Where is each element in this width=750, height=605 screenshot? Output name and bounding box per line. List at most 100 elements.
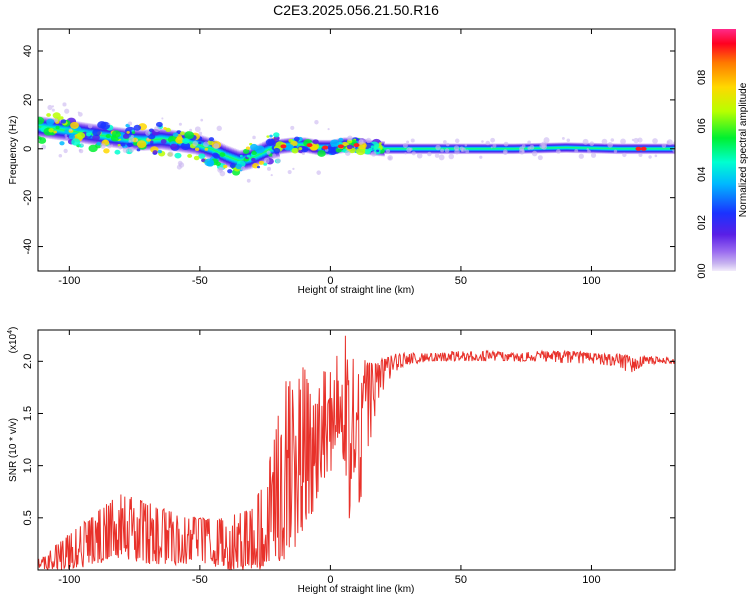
snr-x-tick-label: 0 (327, 574, 333, 586)
spectrogram-halo-point (252, 135, 256, 140)
spectrogram-blob (76, 132, 86, 139)
spectrogram-x-ticks: -100 -50 0 50 100 (58, 29, 601, 287)
spectrogram-band-cell (589, 142, 592, 154)
spectrogram-band-cell (633, 143, 636, 155)
spectrogram-band-cell (600, 142, 603, 154)
spectrogram-band-cell (227, 145, 230, 168)
spectrogram-band-cell (443, 143, 446, 155)
spectrogram-band-cell (160, 128, 163, 150)
spectrogram-halo-point (666, 139, 673, 146)
spectrogram-halo-point (503, 141, 509, 147)
spectrogram-blob (111, 130, 121, 138)
spectrogram-band-cell (157, 128, 160, 150)
spectrogram-band-cell (103, 125, 106, 147)
spectrogram-halo-point (543, 137, 550, 144)
spectrogram-blob (251, 157, 256, 162)
spectrogram-blob (180, 131, 185, 136)
spectrogram-band-cell (266, 139, 269, 162)
spectrogram-band-cell (261, 141, 265, 164)
spectrogram-band-cell (468, 143, 471, 155)
spectrogram-halo-point (217, 167, 224, 173)
spectrogram-blob (46, 118, 55, 126)
spectrogram-band-cell (493, 143, 496, 155)
spectrogram-halo-point (263, 157, 270, 164)
spectrogram-blob (227, 169, 233, 174)
spectrogram-halo-point (479, 155, 483, 159)
spectrogram-band-cell (218, 141, 221, 164)
spectrogram-band-cell (601, 143, 605, 154)
spectrogram-halo-point (410, 138, 415, 143)
spectrogram-band-cell (664, 143, 667, 155)
spectrogram-band-cell (207, 137, 210, 159)
colorbar-tick-label: 0.6 (696, 118, 708, 133)
spectrogram-blob (235, 163, 243, 170)
spectrogram-halo-point (314, 120, 319, 125)
spectrogram-halo-point (578, 153, 584, 159)
spectrogram-band-cell (257, 144, 260, 166)
spectrogram-band-cell (652, 143, 655, 155)
spectrogram-band-cell (127, 128, 130, 150)
spectrogram-halo-point (540, 141, 547, 148)
spectrogram-band-cell (495, 143, 498, 155)
spectrogram-band-cell (158, 128, 161, 150)
spectrogram-band-cell (594, 142, 597, 154)
spectrogram-blob (300, 146, 309, 153)
spectrogram-band-cell (449, 143, 453, 155)
spectrogram-blob (257, 165, 261, 169)
spectrogram-band-cell (138, 129, 141, 151)
spectrogram-band-cell (166, 129, 169, 151)
spectrogram-band-cell (424, 143, 428, 155)
spectrogram-halo-point (648, 155, 652, 159)
spectrogram-hot-spot (640, 146, 647, 151)
spectrogram-blob (86, 132, 92, 137)
spectrogram-halo-point (128, 146, 135, 153)
spectrogram-halo-point (192, 140, 198, 147)
spectrogram-halo-point (620, 138, 626, 145)
spectrogram-y-ticks: -40 -20 0 20 40 (22, 45, 675, 255)
spectrogram-halo-point (347, 135, 353, 142)
spectrogram-band-cell (102, 124, 105, 147)
spectrogram-blob (258, 160, 265, 165)
spectrogram-band-cell (258, 143, 262, 165)
spectrogram-halo-point (537, 155, 543, 161)
spectrogram-band-cell (52, 117, 55, 140)
spectrogram-halo-point (589, 141, 595, 147)
spectrogram-band-cell (442, 143, 445, 155)
spectrogram-halo-point (601, 138, 608, 145)
spectrogram-blob (265, 138, 276, 146)
snr-panel: -100 -50 0 50 100 0.5 1.0 1.5 2.0 Height of str… (7, 327, 676, 595)
spectrogram-blob (59, 141, 65, 146)
spectrogram-band-cell (559, 142, 562, 154)
spectrogram-band-cell (612, 143, 616, 155)
snr-multiplier: (x104) (7, 327, 19, 354)
spectrogram-band-cell (551, 142, 554, 154)
spectrogram-band-cell (620, 143, 623, 155)
spectrogram-blob (273, 132, 280, 138)
spectrogram-blob (60, 119, 67, 124)
spectrogram-blob (38, 116, 45, 125)
spectrogram-blob (266, 135, 270, 138)
colorbar-gradient (712, 29, 736, 271)
spectrogram-halo-point (177, 160, 183, 166)
spectrogram-band-cell (504, 143, 507, 155)
spectrogram-band-cell (492, 143, 495, 155)
spectrogram-halo-point (213, 143, 220, 149)
spectrogram-blob (330, 143, 336, 148)
snr-y-ticks: 0.5 1.0 1.5 2.0 (22, 354, 675, 525)
spectrogram-band-cell (152, 128, 155, 151)
spectrogram-band-cell (229, 146, 232, 169)
spectrogram-band-cell (658, 143, 661, 155)
colorbar-label: Normalized spectral amplitude (738, 82, 749, 217)
spectrogram-band-cell (224, 144, 227, 167)
spectrogram-halo-point (64, 108, 70, 114)
snr-x-ticks: -100 -50 0 50 100 (58, 330, 601, 586)
spectrogram-halo-point (590, 152, 597, 158)
spectrogram-band-cell (434, 143, 437, 155)
spectrogram-blob (105, 134, 111, 139)
spectrogram-halo-point (404, 152, 407, 155)
spectrogram-band-cell (61, 119, 64, 141)
spectrogram-band-cell (432, 143, 435, 155)
spectrogram-halo-point (387, 155, 393, 161)
spectrogram-blob (64, 129, 69, 134)
spectrogram-halo-point (531, 150, 538, 157)
